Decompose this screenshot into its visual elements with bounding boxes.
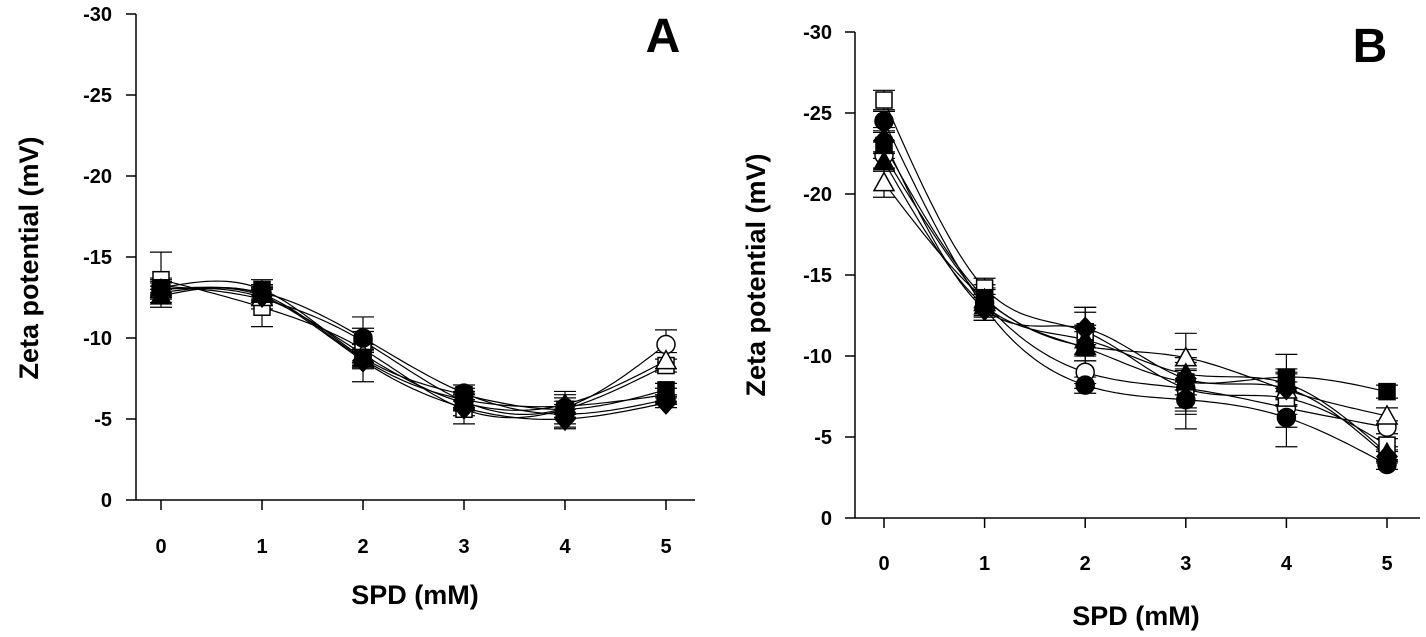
filled-diamond-marker <box>973 296 996 322</box>
y-tick-label: -20 <box>803 184 832 206</box>
y-tick-label: -15 <box>83 247 112 269</box>
y-tick-label: -25 <box>803 103 832 125</box>
plot-area-a: 0 -5 -10 -15 -20 -25 -30 0 1 2 3 4 5 <box>83 4 695 558</box>
y-axis-title-a: Zeta potential (mV) <box>14 136 44 379</box>
open-triangle-marker <box>654 349 678 370</box>
y-tick-label: -15 <box>803 265 832 287</box>
fit-curve-filled-diamond <box>160 287 667 420</box>
x-tick-label: 0 <box>878 553 889 575</box>
y-tick-label: -5 <box>94 409 112 431</box>
filled-diamond-marker <box>149 280 173 305</box>
x-tick-label: 5 <box>1381 553 1392 575</box>
x-tick-label: 2 <box>357 536 368 558</box>
filled-diamond-marker <box>351 348 375 373</box>
filled-diamond-marker <box>654 390 678 415</box>
filled-diamond-marker <box>250 283 274 308</box>
panel-a: A 0 -5 -10 -15 -20 -25 -30 0 1 2 3 4 5 SPD (mM) Zeta… <box>14 4 695 610</box>
panel-label-b: B <box>1353 20 1388 73</box>
y-tick-label: 0 <box>101 490 112 512</box>
x-tick-label: 5 <box>660 536 671 558</box>
filled-circle-marker <box>353 328 373 348</box>
y-tick-label: -10 <box>83 328 112 350</box>
x-tick-label: 1 <box>979 553 990 575</box>
y-tick-label: -25 <box>83 85 112 107</box>
fit-curve-open-triangle <box>160 287 667 411</box>
panel-label-a: A <box>646 10 681 63</box>
fit-curve-open-square <box>160 279 667 419</box>
filled-circle-marker <box>1075 375 1095 395</box>
fit-curve-open-triangle <box>883 182 1388 417</box>
y-tick-label: 0 <box>821 508 832 530</box>
y-tick-label: -10 <box>803 346 832 368</box>
fit-curve-open-square <box>883 99 1388 446</box>
fit-curve-open-circle <box>883 154 1388 428</box>
fit-curve-filled-triangle <box>883 161 1388 454</box>
x-tick-label: 3 <box>458 536 469 558</box>
filled-circle-marker <box>1276 407 1297 428</box>
fit-curve-filled-square <box>160 280 667 411</box>
x-tick-label: 0 <box>155 536 166 558</box>
filled-diamond-marker <box>1375 444 1399 469</box>
y-tick-label: -30 <box>803 22 832 44</box>
open-square-marker <box>875 91 893 109</box>
filled-diamond-marker <box>1275 376 1298 401</box>
panel-b: B 0 -5 -10 -15 -20 -25 -30 0 1 2 3 4 5 SPD (mM) Zeta… <box>741 20 1420 631</box>
plot-area-b: 0 -5 -10 -15 -20 -25 -30 0 1 2 3 4 5 <box>803 22 1420 575</box>
filled-circle-marker <box>1176 389 1196 410</box>
x-tick-label: 4 <box>559 536 571 558</box>
fit-curve-filled-diamond <box>883 140 1388 457</box>
y-tick-label: -30 <box>83 4 112 26</box>
fit-curve-filled-square <box>883 145 1388 393</box>
open-triangle-marker <box>1375 404 1399 425</box>
fit-curve-filled-triangle <box>160 286 667 408</box>
filled-square-marker <box>1378 382 1396 401</box>
y-axis-title-b: Zeta potential (mV) <box>741 153 771 396</box>
filled-circle-marker <box>874 111 894 131</box>
y-tick-label: -20 <box>83 166 112 188</box>
fit-curve-open-circle <box>160 285 667 415</box>
x-tick-label: 3 <box>1180 553 1191 575</box>
x-tick-label: 1 <box>256 536 267 558</box>
filled-diamond-marker <box>553 406 577 432</box>
filled-diamond-marker <box>1174 366 1197 391</box>
y-tick-label: -5 <box>814 427 832 449</box>
x-tick-label: 4 <box>1281 553 1293 575</box>
filled-triangle-marker <box>872 150 896 171</box>
filled-diamond-marker <box>872 128 896 153</box>
filled-diamond-marker <box>452 395 476 420</box>
fit-curve-filled-circle <box>160 286 667 415</box>
x-tick-label: 2 <box>1080 553 1091 575</box>
x-axis-title-b: SPD (mM) <box>1072 601 1200 631</box>
x-axis-title-a: SPD (mM) <box>351 580 479 610</box>
open-triangle-marker <box>872 171 896 192</box>
filled-diamond-marker <box>1074 316 1097 341</box>
